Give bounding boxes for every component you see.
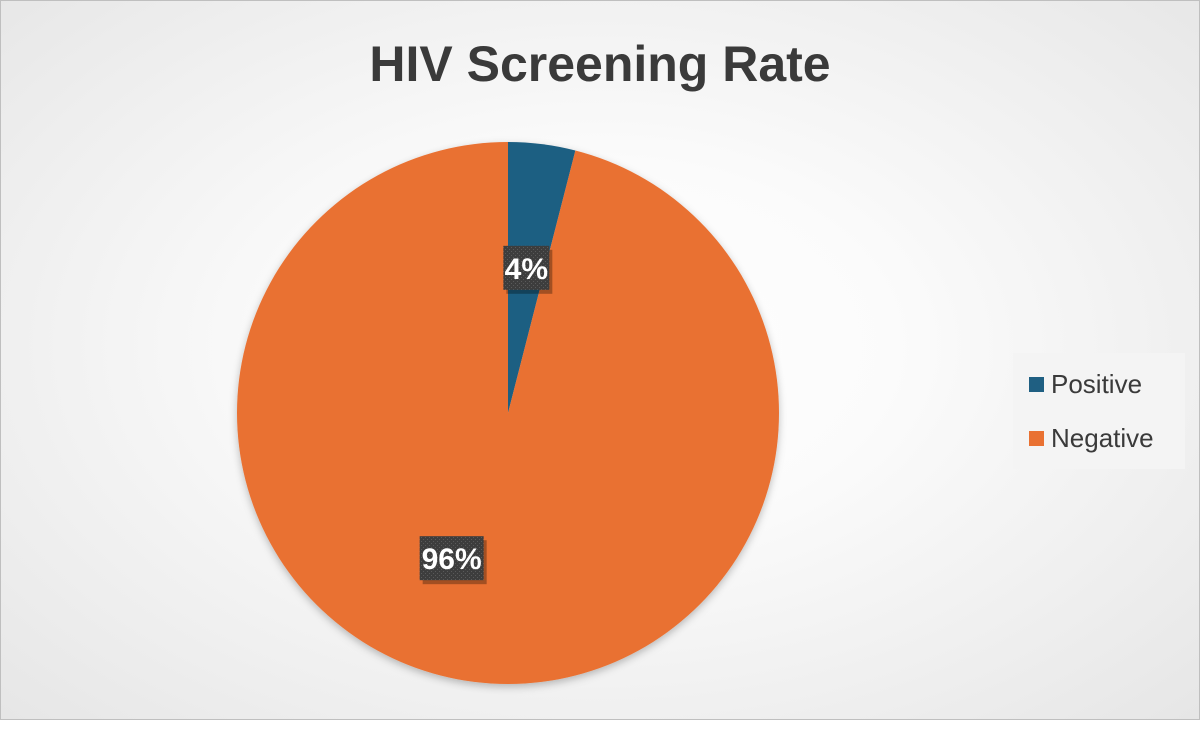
legend-swatch	[1029, 431, 1044, 446]
legend: Positive Negative	[1013, 353, 1185, 469]
legend-swatch	[1029, 377, 1044, 392]
legend-item-negative: Negative	[1029, 423, 1154, 454]
data-label-text: 4%	[505, 253, 548, 286]
chart-area: HIV Screening Rate 4% 96% Positive Negativ…	[0, 0, 1200, 720]
legend-label: Positive	[1051, 369, 1143, 399]
legend-label: Negative	[1051, 423, 1154, 453]
data-label-negative: 96%	[419, 536, 487, 585]
data-label-positive: 4%	[503, 245, 553, 294]
pie-chart: 4% 96%	[236, 142, 779, 684]
data-label-text: 96%	[422, 543, 482, 576]
pie-slice-negative	[236, 142, 779, 684]
chart-title: HIV Screening Rate	[369, 36, 831, 92]
legend-item-positive: Positive	[1029, 369, 1142, 400]
